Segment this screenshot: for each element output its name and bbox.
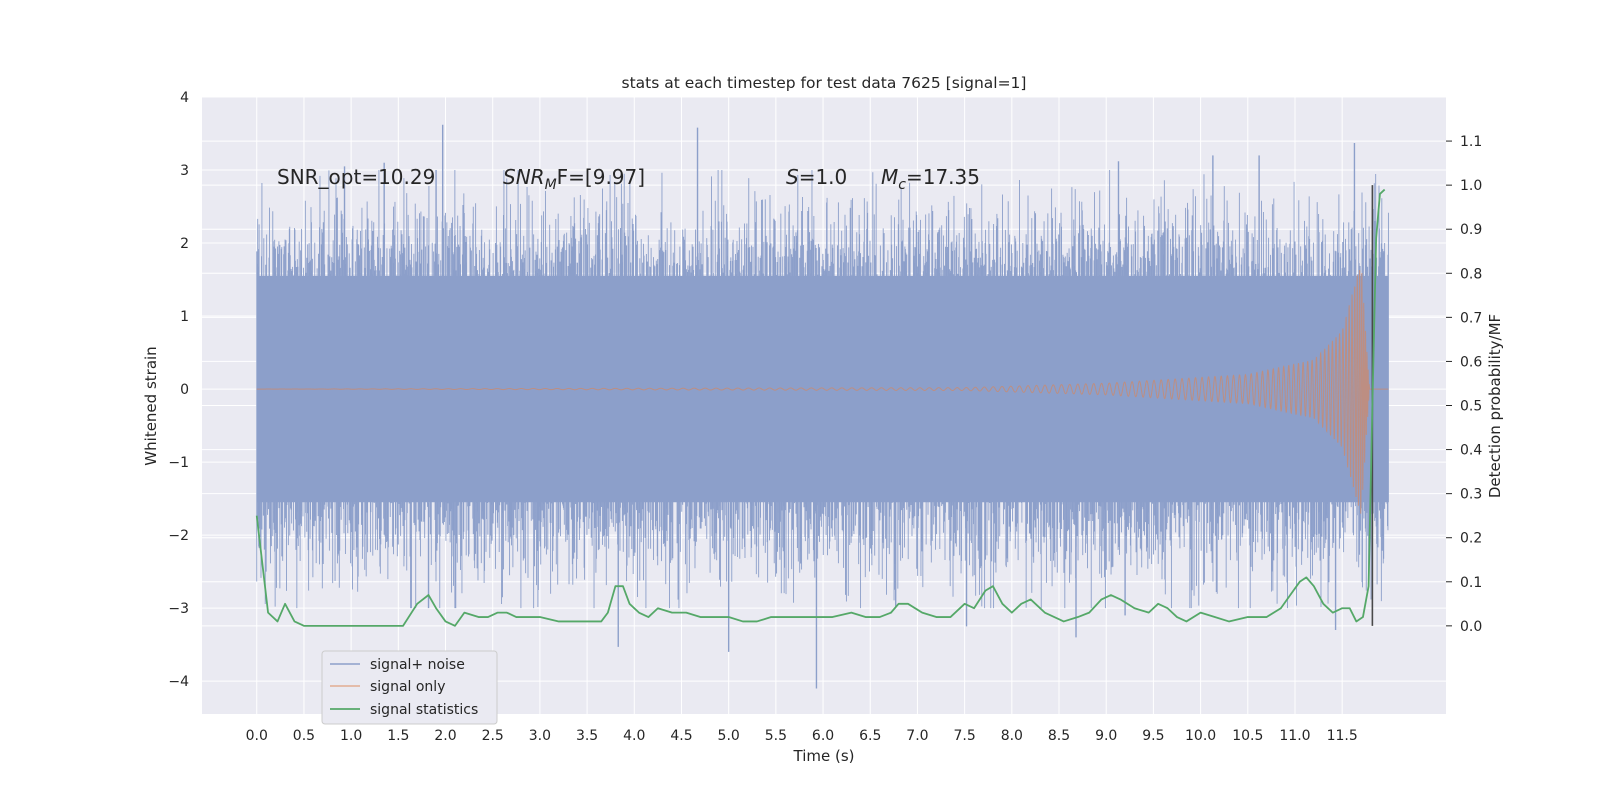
y-right-tick-label: 0.7 — [1460, 310, 1482, 326]
legend-label-signal-noise: signal+ noise — [370, 657, 465, 673]
x-tick-label: 1.5 — [387, 728, 409, 744]
y-right-axis-label: Detection probability/MF — [1486, 314, 1504, 498]
x-tick-label: 11.0 — [1279, 728, 1310, 744]
y-right-axis-ticks: 0.0 0.1 0.2 0.3 0.4 0.5 0.6 0.7 0.8 0.9 1.0 1.1 — [1446, 134, 1482, 635]
snr-mf-value: F=[9.97] — [557, 165, 645, 189]
y-tick-label: −1 — [168, 455, 189, 471]
x-tick-label: 3.5 — [576, 728, 598, 744]
signal-only-series — [256, 269, 1389, 514]
x-tick-label: 5.0 — [718, 728, 740, 744]
y-right-tick-label: 0.2 — [1460, 531, 1482, 547]
s-value: =1.0 — [799, 165, 848, 189]
x-tick-label: 7.0 — [906, 728, 928, 744]
x-tick-label: 2.5 — [482, 728, 504, 744]
legend-label-signal-statistics: signal statistics — [370, 702, 478, 718]
x-tick-label: 9.5 — [1142, 728, 1164, 744]
x-tick-label: 1.0 — [340, 728, 362, 744]
chart-title: stats at each timestep for test data 762… — [622, 74, 1027, 92]
s-symbol: S — [786, 165, 799, 189]
annotation-s: S=1.0 — [786, 165, 847, 189]
y-right-tick-label: 0.5 — [1460, 399, 1482, 415]
legend: signal+ noise signal only signal statist… — [321, 650, 498, 725]
x-tick-label: 5.5 — [765, 728, 787, 744]
y-right-tick-label: 0.9 — [1460, 222, 1482, 238]
x-tick-label: 4.5 — [670, 728, 692, 744]
y-right-tick-label: 0.0 — [1460, 619, 1482, 635]
snr-mf-symbol: SNR — [503, 165, 545, 189]
legend-box — [321, 650, 498, 725]
x-tick-label: 8.5 — [1048, 728, 1070, 744]
annotation-mc: Mc=17.35 — [881, 165, 980, 193]
y-tick-label: 1 — [180, 309, 189, 325]
y-right-tick-label: 0.4 — [1460, 443, 1482, 459]
y-tick-label: −4 — [168, 674, 189, 690]
x-tick-label: 11.5 — [1327, 728, 1358, 744]
x-tick-label: 10.5 — [1232, 728, 1263, 744]
y-tick-label: 0 — [180, 382, 189, 398]
signal-statistics-series — [255, 188, 1386, 627]
y-right-tick-label: 1.1 — [1460, 134, 1482, 150]
y-tick-label: 3 — [180, 163, 189, 179]
x-tick-label: 3.0 — [529, 728, 551, 744]
signal-only-trace — [256, 269, 1389, 514]
x-axis-ticks: 0.0 0.5 1.0 1.5 2.0 2.5 3.0 3.5 4.0 4.5 5.0 5.5 6.0 6… — [246, 728, 1358, 744]
y-right-tick-label: 1.0 — [1460, 178, 1482, 194]
y-tick-label: 4 — [180, 90, 189, 106]
x-tick-label: 0.0 — [246, 728, 268, 744]
annotation-snr-mf: SNRMF=[9.97] — [503, 165, 645, 193]
x-tick-label: 9.0 — [1095, 728, 1117, 744]
y-tick-label: −3 — [168, 601, 189, 617]
x-tick-label: 4.0 — [623, 728, 645, 744]
legend-label-signal-only: signal only — [370, 679, 445, 695]
y-tick-label: −2 — [168, 528, 189, 544]
y-axis-label: Whitened strain — [142, 346, 160, 465]
mc-value: =17.35 — [906, 165, 980, 189]
x-tick-label: 2.0 — [434, 728, 456, 744]
x-tick-label: 6.0 — [812, 728, 834, 744]
x-tick-label: 7.5 — [954, 728, 976, 744]
signal-statistics-trace — [255, 188, 1386, 627]
mc-subscript: c — [898, 177, 906, 193]
y-right-tick-label: 0.6 — [1460, 354, 1482, 370]
x-tick-label: 0.5 — [293, 728, 315, 744]
y-tick-label: 2 — [180, 236, 189, 252]
mc-symbol: M — [881, 165, 898, 189]
y-right-tick-label: 0.8 — [1460, 266, 1482, 282]
annotation-snr-opt: SNR_opt=10.29 — [277, 165, 435, 189]
x-tick-label: 6.5 — [859, 728, 881, 744]
snr-mf-subscript: M — [545, 177, 557, 193]
y-right-tick-label: 0.3 — [1460, 487, 1482, 503]
x-axis-label: Time (s) — [793, 747, 855, 765]
x-tick-label: 10.0 — [1185, 728, 1216, 744]
y-axis-ticks: −4 −3 −2 −1 0 1 2 3 4 — [168, 90, 189, 690]
x-tick-label: 8.0 — [1001, 728, 1023, 744]
y-right-tick-label: 0.1 — [1460, 575, 1482, 591]
